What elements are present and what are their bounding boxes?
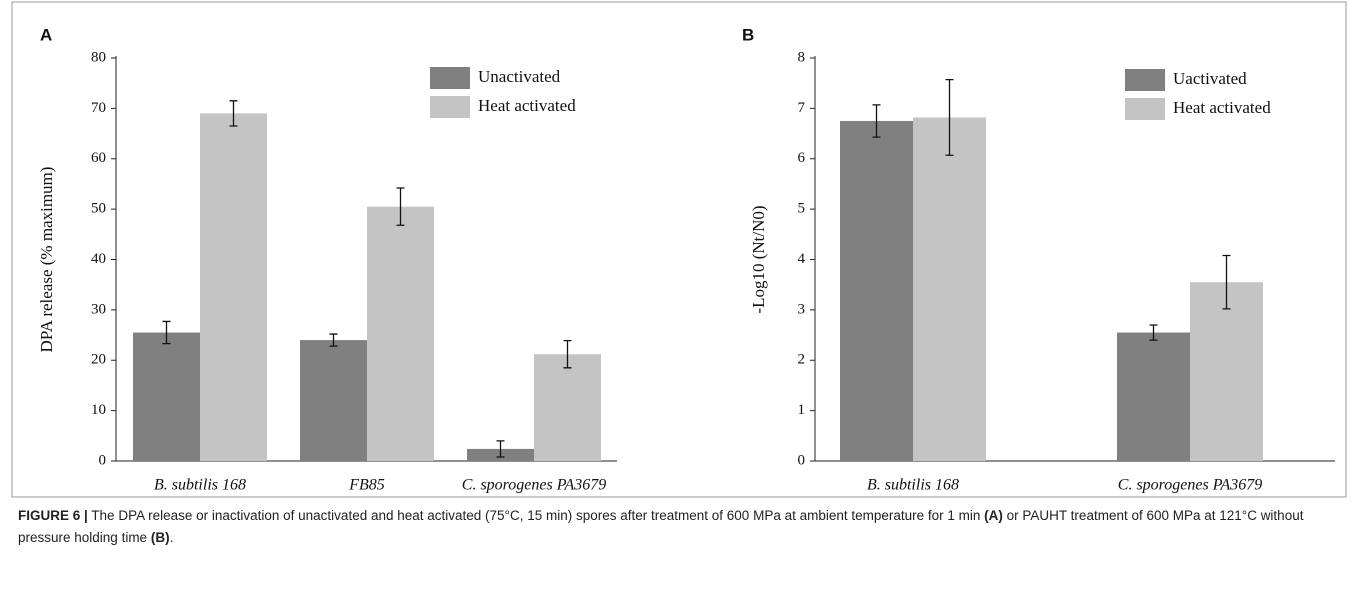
y-tick-label: 6 [798, 150, 806, 166]
error-bar [229, 100, 238, 127]
y-tick-label: 1 [798, 402, 806, 418]
y-tick-label: 0 [798, 452, 806, 468]
error-bar [162, 320, 171, 345]
y-tick-label: 5 [798, 201, 806, 217]
y-axis-title: DPA release (% maximum) [37, 167, 56, 353]
error-bar [945, 79, 954, 156]
x-tick-label: B. subtilis 168 [154, 477, 246, 494]
caption: FIGURE 6 | The DPA release or inactivati… [18, 505, 1338, 549]
error-bar [496, 440, 505, 458]
caption-label: FIGURE 6 | [18, 508, 88, 523]
legend-swatch [430, 96, 470, 118]
error-bar [329, 333, 338, 347]
caption-text: The DPA release or inactivation of unact… [87, 508, 985, 523]
y-tick-label: 10 [91, 402, 106, 418]
legend-swatch [1125, 98, 1165, 120]
bar [367, 206, 434, 461]
y-tick-label: 80 [91, 49, 106, 65]
y-tick-label: 4 [798, 251, 806, 267]
bar [534, 354, 601, 461]
error-bar [1222, 254, 1231, 310]
legend-label: Uactivated [1173, 69, 1247, 88]
bar [300, 340, 367, 461]
error-bar [1149, 324, 1158, 341]
caption-text: . [169, 530, 174, 545]
legend-label: Unactivated [478, 67, 561, 86]
x-tick-label: FB85 [348, 477, 385, 494]
y-tick-label: 8 [798, 49, 806, 65]
panel-label: B [742, 25, 754, 44]
legend-swatch [430, 67, 470, 89]
y-tick-label: 30 [91, 301, 106, 317]
legend-swatch [1125, 69, 1165, 91]
y-tick-label: 2 [798, 352, 806, 368]
y-tick-label: 7 [798, 100, 806, 116]
caption-ref: (B) [150, 530, 170, 545]
frame [11, 1, 1347, 498]
x-tick-label: C. sporogenes PA3679 [462, 477, 606, 494]
bar [1190, 282, 1263, 461]
x-tick-label: C. sporogenes PA3679 [1118, 477, 1262, 494]
y-axis-title: -Log10 (Nt/N0) [749, 205, 768, 313]
y-tick-label: 70 [91, 100, 106, 116]
y-tick-label: 20 [91, 352, 106, 368]
panel-label: A [40, 25, 52, 44]
legend-label: Heat activated [1173, 98, 1271, 117]
caption-text: or PAUHT treatment of 600 MPa at 121°C w… [18, 508, 1304, 545]
y-tick-label: 60 [91, 150, 106, 166]
error-bar [872, 104, 881, 138]
legend-label: Heat activated [478, 96, 576, 115]
bar [133, 332, 200, 461]
caption-ref: (A) [984, 508, 1003, 523]
y-tick-label: 40 [91, 251, 106, 267]
error-bar [563, 339, 572, 369]
bar [913, 117, 986, 461]
bar [1117, 332, 1190, 461]
error-bar [396, 187, 405, 226]
y-tick-label: 0 [99, 452, 107, 468]
bar [200, 113, 267, 461]
bar [840, 120, 913, 461]
y-tick-label: 50 [91, 201, 106, 217]
y-tick-label: 3 [798, 301, 806, 317]
x-tick-label: B. subtilis 168 [867, 477, 959, 494]
